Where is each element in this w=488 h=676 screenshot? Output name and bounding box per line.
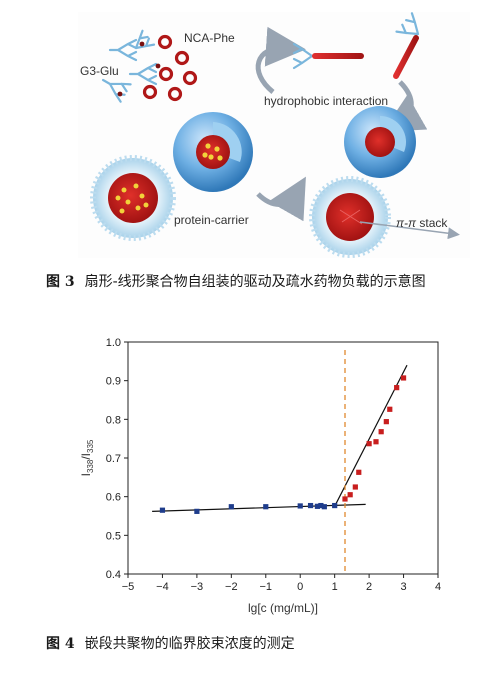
point-below-cmc <box>314 503 321 509</box>
pi-pi-stack-particle <box>309 176 391 258</box>
figure4-caption-label: 图 4 <box>46 636 75 652</box>
protein-carrier-particle <box>90 155 176 241</box>
point-above-cmc <box>352 484 358 490</box>
x-tick-label: −1 <box>260 581 273 593</box>
curved-arrow-top <box>255 26 306 94</box>
pi-stack-arrow <box>359 221 460 240</box>
point-above-cmc <box>366 441 372 447</box>
nca-phe-label: NCA-Phe <box>184 31 235 45</box>
g3-glu-end-dots <box>117 41 161 97</box>
plot-frame <box>127 341 439 575</box>
point-above-cmc <box>356 469 362 475</box>
figure4-caption-text: 嵌段共聚物的临界胶束浓度的测定 <box>84 636 295 652</box>
x-tick-label: 1 <box>332 581 338 593</box>
figure3-caption-label: 图 3 <box>46 274 75 290</box>
vesicle-with-drug <box>173 112 253 192</box>
point-below-cmc <box>263 504 269 510</box>
x-tick-label: 4 <box>435 581 441 593</box>
point-below-cmc <box>318 502 324 509</box>
g3-glu-label: G3-Glu <box>80 64 119 78</box>
y-tick-label: 0.7 <box>106 453 121 465</box>
y-tick-label: 0.8 <box>106 414 121 426</box>
point-above-cmc <box>394 385 400 391</box>
x-tick-label: 3 <box>400 581 406 593</box>
self-assembly-schematic: G3-Glu NCA-Phe hydrophobic interaction <box>78 12 470 258</box>
x-axis-ticks: −5 −4 −3 −2 −1 0 1 2 3 4 <box>122 574 441 593</box>
point-below-cmc <box>321 504 327 510</box>
y-axis-ticks: 0.4 0.5 0.6 0.7 0.8 0.9 1.0 <box>106 337 128 581</box>
x-tick-label: −5 <box>122 581 135 593</box>
point-above-cmc <box>378 429 384 435</box>
x-tick-label: −2 <box>225 581 238 593</box>
point-below-cmc <box>307 502 314 509</box>
fit-lines <box>152 350 408 574</box>
nca-phe-rings <box>142 34 198 102</box>
pi-pi-stack-label: π-π stack <box>396 216 448 230</box>
cmc-chart: −5 −4 −3 −2 −1 0 1 2 3 4 0.4 0.5 0.6 0.7 0.8 0.9 1.0 lg… <box>79 337 441 615</box>
point-below-cmc <box>228 504 234 510</box>
x-tick-label: 0 <box>297 581 303 593</box>
micelle-sphere <box>344 106 416 178</box>
y-tick-label: 0.5 <box>106 530 121 542</box>
point-above-cmc <box>400 375 407 381</box>
x-tick-label: −3 <box>191 581 204 593</box>
figure3-caption-text: 扇形-线形聚合物自组装的驱动及疏水药物负载的示意图 <box>84 274 426 290</box>
point-below-cmc <box>194 508 200 514</box>
point-above-cmc <box>347 492 353 498</box>
hydrophobic-label: hydrophobic interaction <box>264 94 388 108</box>
figure3-caption: 图 3 扇形-线形聚合物自组装的驱动及疏水药物负载的示意图 <box>46 272 466 292</box>
fit-line <box>152 503 366 512</box>
x-tick-label: −4 <box>156 581 169 593</box>
x-axis-label: lg[c (mg/mL)] <box>248 601 318 615</box>
point-above-cmc <box>387 406 393 412</box>
y-tick-label: 0.6 <box>106 492 121 504</box>
point-above-cmc <box>373 439 379 445</box>
point-below-cmc <box>297 503 303 509</box>
protein-carrier-label: protein-carrier <box>174 213 249 227</box>
point-below-cmc <box>159 507 166 513</box>
data-points <box>159 375 407 514</box>
curved-arrow-bottom <box>256 176 306 222</box>
figure4-caption: 图 4 嵌段共聚物的临界胶束浓度的测定 <box>46 634 466 654</box>
y-axis-label: I338/I335 <box>79 439 95 476</box>
point-below-cmc <box>332 502 338 509</box>
x-tick-label: 2 <box>366 581 372 593</box>
point-above-cmc <box>383 419 389 425</box>
y-tick-label: 1.0 <box>106 337 121 349</box>
y-tick-label: 0.4 <box>106 569 121 581</box>
point-above-cmc <box>342 496 348 502</box>
dendron-rod-conjugate <box>292 12 420 79</box>
y-tick-label: 0.9 <box>106 376 121 388</box>
